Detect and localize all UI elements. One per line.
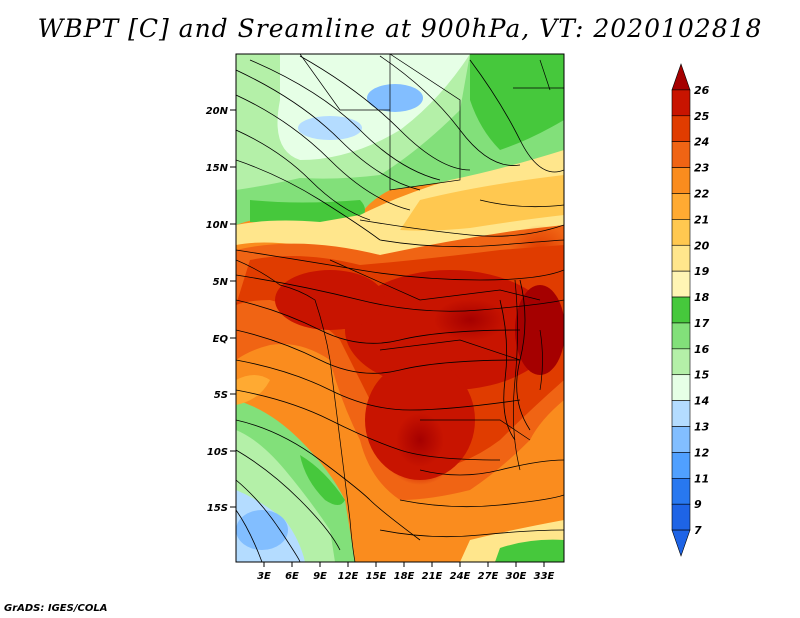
colorbar-label: 21 [694, 213, 709, 226]
colorbar-label: 11 [694, 472, 709, 485]
colorbar-label: 15 [694, 369, 710, 382]
colorbar-swatch [671, 426, 691, 453]
colorbar-label: 20 [694, 239, 710, 252]
colorbar-label: 13 [694, 421, 710, 434]
borders [236, 54, 564, 562]
lat-ticks [230, 109, 236, 508]
lon-ticks [263, 562, 545, 567]
colorbar-swatch [671, 270, 691, 298]
lon-label: 3E [257, 571, 271, 582]
colorbar-swatch [671, 141, 691, 168]
lon-label: 9E [313, 571, 327, 582]
colorbar [671, 63, 691, 557]
lon-label: 21E [422, 571, 443, 582]
colorbar-label: 24 [694, 136, 709, 149]
colorbar-swatch [671, 503, 691, 531]
colorbar-swatch [671, 400, 691, 427]
colorbar-swatch [671, 478, 691, 505]
colorbar-swatch [671, 296, 691, 324]
colorbar-arrow-bottom [671, 529, 691, 557]
colorbar-swatch [671, 193, 691, 220]
colorbar-swatch [671, 348, 691, 376]
colorbar-label: 18 [694, 291, 710, 304]
lat-labels: 20N 15N 10N 5N EQ 5S 10S 15S [206, 106, 229, 514]
lat-label: 5S [214, 390, 228, 401]
lon-label: 24E [450, 571, 471, 582]
colorbar-swatch [671, 374, 691, 401]
lon-label: 33E [534, 571, 555, 582]
lat-label: EQ [213, 334, 229, 345]
colorbar-label: 7 [694, 524, 702, 537]
lon-label: 30E [506, 571, 527, 582]
colorbar-label: 12 [694, 446, 710, 459]
colorbar-label: 25 [694, 110, 710, 123]
lon-label: 6E [285, 571, 299, 582]
colorbar-label: 9 [694, 498, 702, 511]
colorbar-swatch [671, 452, 691, 479]
colorbar-label: 19 [694, 265, 710, 278]
lat-label: 15N [206, 163, 229, 174]
colorbar-label: 16 [694, 343, 710, 356]
lat-label: 15S [207, 503, 228, 514]
map-frame [235, 53, 565, 563]
grads-credit: GrADS: IGES/COLA [4, 603, 108, 614]
colorbar-swatch [671, 322, 691, 350]
colorbar-labels: 26 25 24 23 22 21 20 19 18 17 16 15 14 13 12 11 9 7 [694, 84, 710, 537]
lat-label: 20N [206, 106, 229, 117]
colorbar-swatch [671, 115, 691, 142]
colorbar-label: 22 [694, 187, 710, 200]
lon-label: 18E [394, 571, 415, 582]
lat-label: 5N [213, 277, 229, 288]
colorbar-label: 17 [694, 317, 710, 330]
colorbar-arrow-top [671, 63, 691, 91]
lon-label: 12E [338, 571, 359, 582]
lat-label: 10S [207, 447, 228, 458]
lon-label: 27E [478, 571, 499, 582]
lat-label: 10N [206, 220, 229, 231]
colorbar-swatch [671, 89, 691, 117]
colorbar-swatch [671, 219, 691, 246]
chart-title: WBPT [C] and Sreamline at 900hPa, VT: 20… [37, 14, 763, 43]
lon-label: 15E [366, 571, 387, 582]
streamlines [236, 55, 564, 562]
lon-labels: 3E 6E 9E 12E 15E 18E 21E 24E 27E 30E 33E [257, 571, 554, 582]
colorbar-label: 26 [694, 84, 710, 97]
colorbar-swatch [671, 244, 691, 272]
colorbar-swatch [671, 167, 691, 194]
colorbar-label: 14 [694, 395, 709, 408]
colorbar-label: 23 [694, 162, 710, 175]
